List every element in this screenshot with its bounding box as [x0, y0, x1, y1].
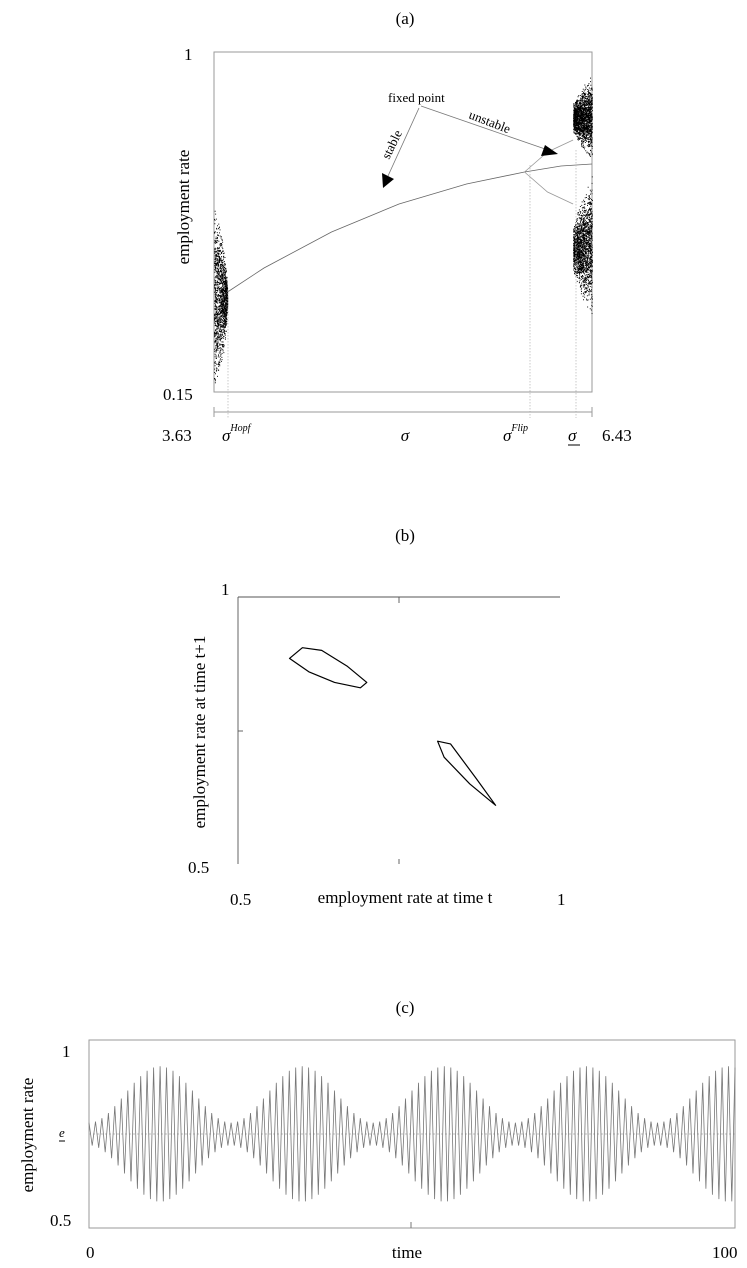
- panel-b: (b) 1 0.5 0.5 1 employment rate at time …: [188, 526, 566, 909]
- panel-a-label: (a): [396, 9, 415, 28]
- stable-arrow-shaft: [387, 107, 420, 177]
- fixed-point-curve: [227, 163, 593, 293]
- panel-c-y-tick-top: 1: [62, 1042, 71, 1061]
- panel-c-x-axis-title: time: [392, 1243, 422, 1262]
- panel-c-y-tick-labels: 1 0.5: [50, 1042, 71, 1230]
- attractor-loop-2: [437, 740, 497, 806]
- sigma-flip-label: σFlip: [503, 423, 528, 445]
- attractor-loop-1: [288, 647, 368, 689]
- panel-a-x-tick-labels: 3.63 6.43 σHopf σ σFlip σ: [162, 423, 632, 446]
- panel-b-plot-area: [288, 647, 497, 806]
- panel-c-y-tick-bottom: 0.5: [50, 1211, 71, 1230]
- unstable-annotation: unstable: [467, 107, 513, 137]
- unstable-arrowhead: [541, 145, 558, 156]
- flip-branch-lower: [524, 171, 574, 205]
- panel-a-y-tick-labels: 1 0.15: [163, 45, 193, 404]
- stable-arrowhead: [382, 173, 394, 188]
- sigma-hopf-label: σHopf: [222, 423, 252, 445]
- panel-b-axes: [237, 596, 560, 864]
- panel-a-x-tick-right: 6.43: [602, 426, 632, 445]
- hopf-region-points: [214, 210, 229, 384]
- fixed-point-annotation: fixed point: [388, 90, 445, 105]
- panel-c-x-tick-left: 0: [86, 1243, 95, 1262]
- stable-annotation: stable: [378, 127, 405, 161]
- panel-a-y-tick-bottom: 0.15: [163, 385, 193, 404]
- employment-rate-series: [88, 1066, 736, 1202]
- panel-a-y-axis-title: employment rate: [174, 150, 193, 265]
- panel-a-annotations: fixed point stable unstable: [378, 90, 558, 188]
- panel-c-x-tick-right: 100: [712, 1243, 738, 1262]
- panel-b-y-tick-top: 1: [221, 580, 230, 599]
- panel-c-label: (c): [396, 998, 415, 1017]
- sigma-underline-label: σ: [568, 426, 577, 445]
- panel-a-guide-lines: [227, 150, 577, 418]
- panel-b-x-axis-title: employment rate at time t: [318, 888, 493, 907]
- chaotic-lower-band-points: [573, 176, 593, 314]
- panel-c-y-axis-title: employment rate: [18, 1078, 37, 1193]
- panel-a-x-axis: [213, 407, 593, 417]
- panel-a-x-tick-left: 3.63: [162, 426, 192, 445]
- panel-a: (a) 1 0.15 employment rate 3.63 6.43 σHo…: [162, 9, 632, 446]
- panel-b-x-tick-labels: 0.5 1: [230, 890, 566, 909]
- unstable-arrow-shaft: [420, 105, 549, 151]
- panel-b-x-tick-left: 0.5: [230, 890, 251, 909]
- panel-b-label: (b): [395, 526, 415, 545]
- panel-c-x-tick-labels: 0 100: [86, 1243, 738, 1262]
- sigma-flip-superscript: Flip: [510, 423, 528, 434]
- e-bar-label: e: [59, 1125, 65, 1140]
- panel-c: (c) 1 0.5 e employment rate 0 100 time: [18, 998, 738, 1262]
- panel-a-plot-area: [214, 77, 593, 384]
- sigma-hopf-symbol: σ: [222, 426, 231, 445]
- panel-b-y-tick-labels: 1 0.5: [188, 580, 230, 877]
- panel-b-y-tick-bottom: 0.5: [188, 858, 209, 877]
- panel-a-y-tick-top: 1: [184, 45, 193, 64]
- chaotic-upper-band-points: [573, 77, 593, 157]
- panel-c-plot-area: [88, 1066, 736, 1202]
- panel-b-y-axis-title: employment rate at time t+1: [190, 636, 209, 829]
- sigma-hopf-superscript: Hopf: [229, 423, 251, 434]
- sigma-flip-symbol: σ: [503, 426, 512, 445]
- panel-a-x-axis-title: σ: [401, 426, 410, 445]
- panel-b-x-tick-right: 1: [557, 890, 566, 909]
